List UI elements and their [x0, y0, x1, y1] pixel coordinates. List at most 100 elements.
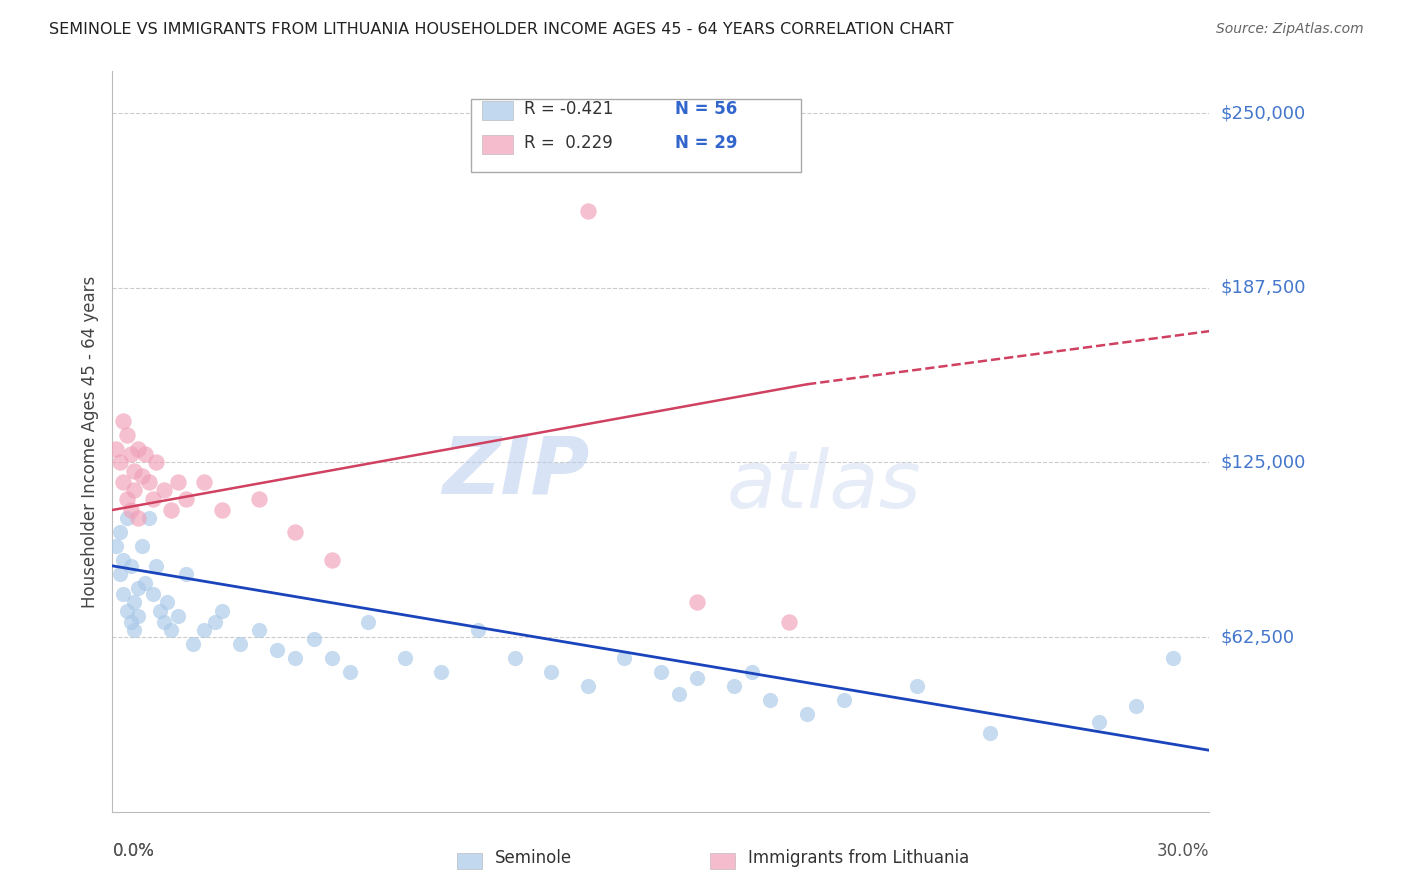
Point [576, 204, 599, 219]
Point [142, 491, 165, 506]
Point [127, 511, 149, 525]
Text: R = -0.421: R = -0.421 [524, 100, 614, 118]
Point [430, 665, 453, 679]
Point [127, 581, 149, 595]
Text: Source: ZipAtlas.com: Source: ZipAtlas.com [1216, 22, 1364, 37]
Point [193, 475, 215, 489]
Text: 0.0%: 0.0% [112, 842, 155, 860]
Point [284, 525, 307, 540]
Point [167, 609, 190, 624]
Point [134, 575, 156, 590]
Point [156, 595, 179, 609]
Point [120, 447, 142, 461]
Text: $62,500: $62,500 [1220, 628, 1295, 646]
Point [115, 427, 138, 442]
Point [115, 603, 138, 617]
Point [112, 553, 135, 567]
Point [339, 665, 361, 679]
Text: atlas: atlas [727, 447, 921, 525]
Point [145, 455, 167, 469]
Point [211, 503, 233, 517]
Point [124, 483, 146, 498]
Text: $125,000: $125,000 [1220, 453, 1306, 472]
Point [1161, 651, 1184, 665]
Point [204, 615, 226, 629]
Point [229, 637, 252, 651]
Text: 30.0%: 30.0% [1157, 842, 1209, 860]
Point [131, 539, 153, 553]
Point [105, 442, 128, 456]
Point [115, 491, 138, 506]
Point [613, 651, 636, 665]
Point [115, 511, 138, 525]
Point [759, 693, 782, 707]
Point [778, 615, 800, 629]
Point [686, 671, 709, 685]
Point [321, 651, 343, 665]
Point [142, 587, 165, 601]
Point [131, 469, 153, 483]
Point [266, 642, 288, 657]
Y-axis label: Householder Income Ages 45 - 64 years: Householder Income Ages 45 - 64 years [80, 276, 98, 607]
Text: 0.0%: 0.0% [112, 842, 155, 860]
Text: $187,500: $187,500 [1220, 279, 1306, 297]
Point [247, 623, 270, 637]
Point [108, 455, 131, 469]
Point [160, 623, 183, 637]
Point [832, 693, 855, 707]
Text: $250,000: $250,000 [1220, 104, 1306, 122]
Point [503, 651, 526, 665]
Point [152, 483, 174, 498]
Point [796, 706, 818, 721]
Point [193, 623, 215, 637]
Point [723, 679, 745, 693]
Point [160, 503, 183, 517]
Point [979, 726, 1001, 740]
Point [120, 503, 142, 517]
Point [302, 632, 325, 646]
Point [124, 595, 146, 609]
Point [105, 539, 128, 553]
Point [284, 651, 307, 665]
Point [112, 587, 135, 601]
Point [167, 475, 190, 489]
Point [211, 603, 233, 617]
Point [174, 567, 197, 582]
Text: ZIP: ZIP [441, 432, 589, 510]
Point [357, 615, 380, 629]
Point [145, 558, 167, 573]
Text: SEMINOLE VS IMMIGRANTS FROM LITHUANIA HOUSEHOLDER INCOME AGES 45 - 64 YEARS CORR: SEMINOLE VS IMMIGRANTS FROM LITHUANIA HO… [49, 22, 953, 37]
Point [1088, 715, 1111, 730]
Point [152, 615, 174, 629]
Point [134, 447, 156, 461]
Point [138, 475, 160, 489]
Text: R =  0.229: R = 0.229 [524, 134, 613, 152]
Point [174, 491, 197, 506]
Text: Seminole: Seminole [495, 849, 572, 867]
Point [124, 464, 146, 478]
Point [1125, 698, 1147, 713]
Point [576, 679, 599, 693]
Point [138, 511, 160, 525]
Text: Immigrants from Lithuania: Immigrants from Lithuania [748, 849, 969, 867]
Point [127, 442, 149, 456]
Text: N = 56: N = 56 [675, 100, 737, 118]
Point [905, 679, 928, 693]
Point [741, 665, 763, 679]
Point [124, 623, 146, 637]
Point [120, 615, 142, 629]
Point [108, 525, 131, 540]
Point [127, 609, 149, 624]
Point [686, 595, 709, 609]
Point [112, 414, 135, 428]
Point [120, 558, 142, 573]
Point [112, 475, 135, 489]
Point [650, 665, 672, 679]
Point [149, 603, 172, 617]
Point [108, 567, 131, 582]
Point [321, 553, 343, 567]
Point [394, 651, 416, 665]
Point [181, 637, 204, 651]
Point [668, 687, 690, 701]
Text: N = 29: N = 29 [675, 134, 737, 152]
